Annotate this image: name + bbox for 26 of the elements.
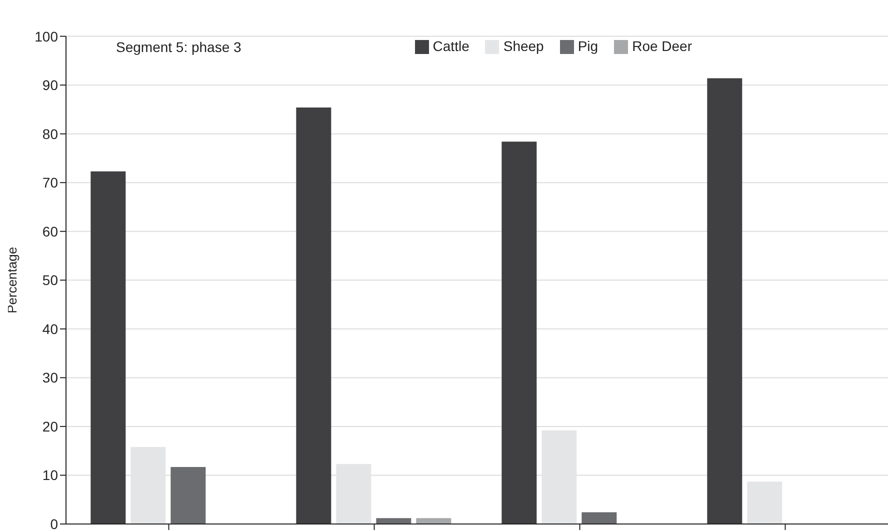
bar xyxy=(707,78,742,524)
y-tick-label: 20 xyxy=(42,418,58,434)
bar xyxy=(170,466,206,524)
y-tick-label: 30 xyxy=(42,370,58,386)
legend-label: Cattle xyxy=(432,38,470,54)
bar xyxy=(582,512,617,524)
y-tick-label: 60 xyxy=(42,223,58,240)
y-tick-label: 0 xyxy=(50,516,58,532)
y-tick-label: 10 xyxy=(42,467,58,484)
bar xyxy=(747,482,782,524)
bar xyxy=(296,108,332,524)
legend-label: Sheep xyxy=(503,38,544,54)
legend-label: Roe Deer xyxy=(632,38,692,54)
y-tick-label: 50 xyxy=(42,272,58,288)
y-tick-label: 40 xyxy=(42,320,58,337)
y-tick-label: 90 xyxy=(42,77,58,94)
legend-label: Pig xyxy=(578,38,598,54)
bar xyxy=(376,518,412,524)
bar xyxy=(90,171,126,524)
chart-title: Segment 5: phase 3 xyxy=(116,39,242,55)
y-tick-label: 70 xyxy=(42,174,58,191)
bar xyxy=(502,142,537,524)
y-tick-label: 80 xyxy=(42,126,58,142)
y-tick-label: 100 xyxy=(34,28,58,44)
y-axis-title: Percentage xyxy=(4,246,20,314)
bar xyxy=(416,518,452,524)
